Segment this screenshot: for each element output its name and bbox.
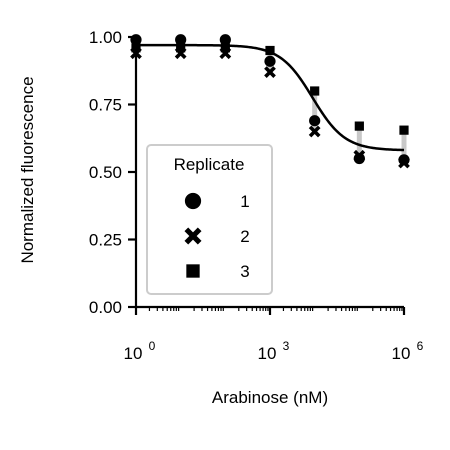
data-point-rep-3-4	[265, 45, 275, 56]
y-tick-label: 0.50	[89, 163, 122, 182]
legend-marker-1	[184, 192, 202, 210]
data-point-rep-2-4	[264, 66, 276, 78]
x-tick-exponent: 0	[149, 339, 156, 353]
data-point-rep-3-5	[310, 86, 320, 96]
y-tick-label: 0.25	[89, 231, 122, 250]
legend-label: 3	[240, 262, 249, 281]
data-point-rep-1-3	[219, 34, 231, 46]
x-tick-label: 10	[392, 344, 411, 363]
x-axis-label: Arabinose (nM)	[212, 388, 328, 407]
x-tick-label: 10	[124, 344, 143, 363]
y-tick-label: 1.00	[89, 28, 122, 47]
y-axis-label: Normalized fluorescence	[18, 76, 37, 263]
data-point-rep-3-2	[176, 43, 186, 53]
data-point-rep-3-7	[399, 125, 409, 135]
data-point-rep-1-7	[398, 154, 410, 166]
x-tick-exponent: 3	[283, 339, 290, 353]
data-point-rep-1-2	[175, 34, 187, 46]
data-point-rep-1-6	[353, 152, 365, 165]
x-tick-label: 10	[258, 344, 277, 363]
data-point-rep-1-4	[264, 55, 276, 67]
legend-marker-3	[186, 264, 200, 278]
data-point-rep-2-5	[308, 125, 321, 138]
legend-title: Replicate	[174, 155, 245, 174]
data-point-rep-2-6	[353, 149, 366, 162]
data-point-rep-2-7	[398, 156, 410, 169]
x-tick-exponent: 6	[417, 339, 424, 353]
legend-entries: 1 2 3	[184, 192, 250, 281]
legend-label: 2	[240, 227, 249, 246]
legend-box	[146, 144, 273, 295]
y-tick-label: 0.00	[89, 298, 122, 317]
legend: Replicate 1 2 3	[146, 144, 273, 295]
data-points	[130, 34, 410, 169]
data-point-rep-3-3	[220, 43, 230, 53]
legend-label: 1	[240, 192, 249, 211]
y-tick-label: 0.75	[89, 96, 122, 115]
x-ticks: 10 0 10 3 10 6	[124, 307, 424, 363]
data-point-rep-3-6	[354, 121, 364, 131]
y-ticks: 0.00 0.25 0.50 0.75 1.00	[89, 28, 136, 317]
data-point-rep-1-5	[309, 115, 321, 127]
legend-marker-2	[184, 227, 202, 245]
